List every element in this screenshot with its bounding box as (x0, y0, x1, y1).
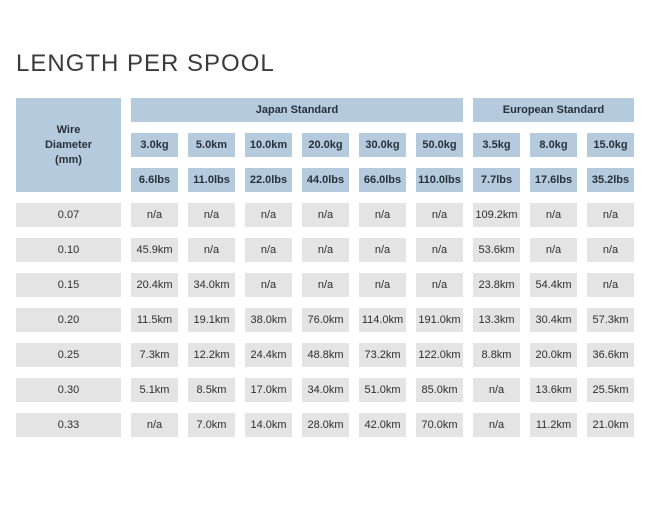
spool-length-cell: n/a (416, 273, 463, 297)
load-lbs-header-cell: 35.2lbs (587, 168, 634, 192)
spool-length-cell: n/a (359, 203, 406, 227)
load-kg-header-cell: 10.0km (245, 133, 292, 157)
spool-length-cell: 45.9km (131, 238, 178, 262)
spool-length-cell: 191.0km (416, 308, 463, 332)
spool-length-cell: 53.6km (473, 238, 520, 262)
wire-diameter-header-line1: Wire (56, 123, 81, 136)
wire-diameter-cell: 0.30 (16, 378, 121, 402)
spool-length-cell: n/a (530, 203, 577, 227)
wire-diameter-cell: 0.20 (16, 308, 121, 332)
load-lbs-header-cell: 7.7lbs (473, 168, 520, 192)
spool-length-cell: 20.4km (131, 273, 178, 297)
spool-length-cell: 73.2km (359, 343, 406, 367)
spool-length-cell: 17.0km (245, 378, 292, 402)
spool-length-cell: n/a (587, 203, 634, 227)
spool-length-cell: 54.4km (530, 273, 577, 297)
wire-diameter-header-line3: (mm) (55, 153, 82, 166)
load-kg-header-cell: 30.0kg (359, 133, 406, 157)
spool-length-cell: n/a (416, 203, 463, 227)
spool-length-cell: 7.3km (131, 343, 178, 367)
wire-diameter-cell: 0.33 (16, 413, 121, 437)
spool-length-cell: 57.3km (587, 308, 634, 332)
wire-diameter-cell: 0.25 (16, 343, 121, 367)
length-per-spool-table: Wire Diameter (mm) Japan Standard Europe… (16, 98, 634, 437)
spool-length-cell: n/a (473, 378, 520, 402)
spool-length-cell: n/a (359, 273, 406, 297)
spool-length-cell: 11.2km (530, 413, 577, 437)
spool-length-cell: 85.0km (416, 378, 463, 402)
spool-length-cell: n/a (302, 203, 349, 227)
spool-length-cell: 42.0km (359, 413, 406, 437)
load-kg-header-cell: 8.0kg (530, 133, 577, 157)
load-kg-header-cell: 5.0km (188, 133, 235, 157)
load-kg-header-cell: 50.0kg (416, 133, 463, 157)
load-lbs-header-cell: 17.6lbs (530, 168, 577, 192)
spool-length-cell: n/a (416, 238, 463, 262)
wire-diameter-header-line2: Diameter (44, 138, 93, 151)
page-title: LENGTH PER SPOOL (16, 50, 275, 77)
wire-diameter-cell: 0.15 (16, 273, 121, 297)
spool-length-cell: 34.0km (302, 378, 349, 402)
spool-length-cell: n/a (131, 413, 178, 437)
spool-length-cell: 5.1km (131, 378, 178, 402)
spool-length-cell: 24.4km (245, 343, 292, 367)
wire-diameter-cell: 0.07 (16, 203, 121, 227)
spool-length-cell: n/a (245, 203, 292, 227)
load-lbs-header-cell: 44.0lbs (302, 168, 349, 192)
spool-length-cell: 23.8km (473, 273, 520, 297)
spool-length-cell: n/a (302, 238, 349, 262)
spool-length-cell: 122.0km (416, 343, 463, 367)
spool-length-cell: 13.6km (530, 378, 577, 402)
spool-length-cell: n/a (530, 238, 577, 262)
spool-length-cell: n/a (587, 238, 634, 262)
load-kg-header-cell: 3.0kg (131, 133, 178, 157)
spool-length-cell: n/a (359, 238, 406, 262)
wire-diameter-header-cell: Wire Diameter (mm) (16, 98, 121, 192)
spool-length-cell: 25.5km (587, 378, 634, 402)
spool-length-cell: n/a (302, 273, 349, 297)
spool-length-cell: 36.6km (587, 343, 634, 367)
japan-standard-group-header: Japan Standard (131, 98, 463, 122)
spool-length-cell: 7.0km (188, 413, 235, 437)
spool-length-cell: 109.2km (473, 203, 520, 227)
spool-length-cell: 114.0km (359, 308, 406, 332)
load-kg-header-cell: 15.0kg (587, 133, 634, 157)
spool-length-cell: 51.0km (359, 378, 406, 402)
load-kg-header-cell: 3.5kg (473, 133, 520, 157)
spool-length-cell: n/a (473, 413, 520, 437)
spool-length-cell: 21.0km (587, 413, 634, 437)
load-lbs-header-cell: 22.0lbs (245, 168, 292, 192)
spool-length-cell: 30.4km (530, 308, 577, 332)
spool-length-cell: 48.8km (302, 343, 349, 367)
load-kg-header-cell: 20.0kg (302, 133, 349, 157)
spool-length-cell: n/a (587, 273, 634, 297)
european-standard-group-header: European Standard (473, 98, 634, 122)
spool-length-cell: 8.5km (188, 378, 235, 402)
spool-length-cell: 38.0km (245, 308, 292, 332)
spool-length-cell: 11.5km (131, 308, 178, 332)
spool-length-cell: n/a (188, 203, 235, 227)
load-lbs-header-cell: 6.6lbs (131, 168, 178, 192)
spool-length-cell: 19.1km (188, 308, 235, 332)
spool-length-cell: 28.0km (302, 413, 349, 437)
spool-length-cell: 76.0km (302, 308, 349, 332)
spool-length-cell: 8.8km (473, 343, 520, 367)
load-lbs-header-cell: 66.0lbs (359, 168, 406, 192)
spool-length-cell: 70.0km (416, 413, 463, 437)
spool-length-cell: n/a (188, 238, 235, 262)
wire-diameter-cell: 0.10 (16, 238, 121, 262)
spool-length-cell: 34.0km (188, 273, 235, 297)
spool-length-cell: 13.3km (473, 308, 520, 332)
spool-length-cell: n/a (131, 203, 178, 227)
spool-length-cell: 20.0km (530, 343, 577, 367)
load-lbs-header-cell: 11.0lbs (188, 168, 235, 192)
spool-length-cell: n/a (245, 273, 292, 297)
spool-length-cell: 14.0km (245, 413, 292, 437)
spool-length-cell: 12.2km (188, 343, 235, 367)
load-lbs-header-cell: 110.0lbs (416, 168, 463, 192)
spool-length-cell: n/a (245, 238, 292, 262)
